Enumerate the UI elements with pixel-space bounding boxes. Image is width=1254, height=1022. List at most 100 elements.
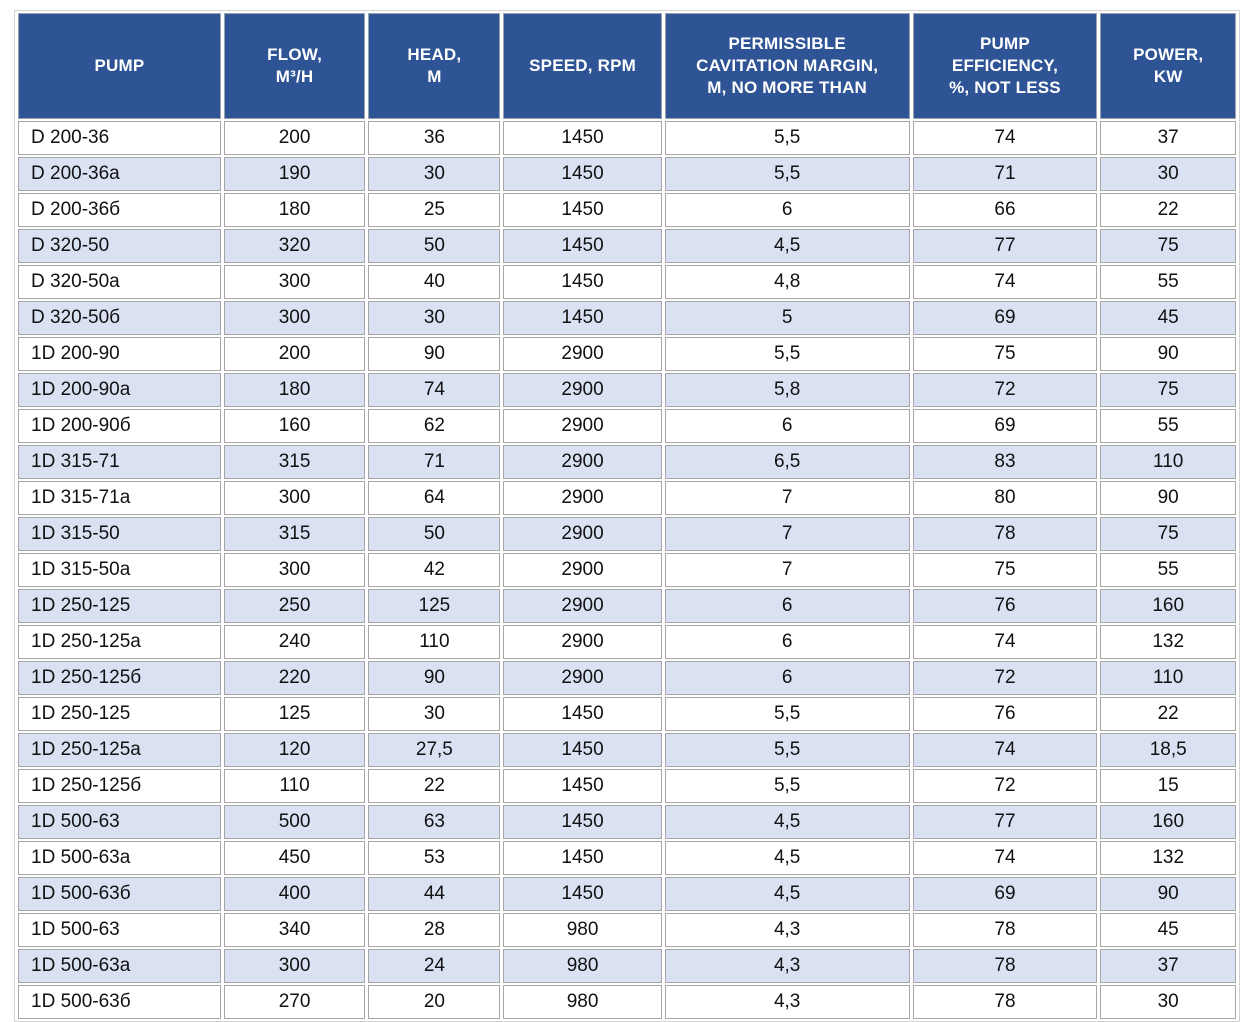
speed-cell: 2900 — [503, 445, 662, 479]
flow-cell: 300 — [223, 553, 366, 587]
speed-cell: 2900 — [503, 337, 662, 371]
head-cell: 36 — [368, 121, 501, 155]
cavitation-cell: 4,5 — [664, 805, 910, 839]
table-row: D 200-36a 190 30 1450 5,5 71 30 — [18, 157, 1236, 191]
table-row: 1D 500-63б 270 20 980 4,3 78 30 — [18, 985, 1236, 1019]
flow-cell: 300 — [223, 301, 366, 335]
speed-cell: 1450 — [503, 193, 662, 227]
pump-cell: D 320-50б — [18, 301, 221, 335]
flow-cell: 250 — [223, 589, 366, 623]
pump-cell: 1D 200-90 — [18, 337, 221, 371]
column-header-line: CAVITATION MARGIN, — [696, 56, 879, 76]
power-cell: 55 — [1100, 265, 1236, 299]
table-row: 1D 315-50 315 50 2900 7 78 75 — [18, 517, 1236, 551]
efficiency-cell: 72 — [912, 769, 1098, 803]
efficiency-cell: 74 — [912, 121, 1098, 155]
column-header-power: POWER, KW — [1100, 13, 1236, 119]
speed-cell: 1450 — [503, 877, 662, 911]
flow-cell: 400 — [223, 877, 366, 911]
pump-cell: 1D 500-63 — [18, 805, 221, 839]
table-body: D 200-36 200 36 1450 5,5 74 37 D 200-36a 190 30 14… — [18, 121, 1236, 1019]
speed-cell: 1450 — [503, 265, 662, 299]
efficiency-cell: 75 — [912, 337, 1098, 371]
efficiency-cell: 78 — [912, 985, 1098, 1019]
flow-cell: 300 — [223, 949, 366, 983]
efficiency-cell: 83 — [912, 445, 1098, 479]
head-cell: 63 — [368, 805, 501, 839]
column-header-efficiency: PUMP EFFICIENCY,%, NOT LESS — [912, 13, 1098, 119]
cavitation-cell: 4,5 — [664, 229, 910, 263]
flow-cell: 110 — [223, 769, 366, 803]
flow-cell: 220 — [223, 661, 366, 695]
efficiency-cell: 69 — [912, 301, 1098, 335]
flow-cell: 125 — [223, 697, 366, 731]
table-row: 1D 500-63a 300 24 980 4,3 78 37 — [18, 949, 1236, 983]
power-cell: 90 — [1100, 481, 1236, 515]
pump-cell: D 320-50a — [18, 265, 221, 299]
column-header-line: KW — [1153, 67, 1183, 86]
table-row: 1D 200-90 200 90 2900 5,5 75 90 — [18, 337, 1236, 371]
pump-cell: 1D 315-50 — [18, 517, 221, 551]
pump-cell: D 320-50 — [18, 229, 221, 263]
flow-cell: 340 — [223, 913, 366, 947]
power-cell: 160 — [1100, 805, 1236, 839]
pump-cell: 1D 200-90a — [18, 373, 221, 407]
table-row: 1D 500-63 500 63 1450 4,5 77 160 — [18, 805, 1236, 839]
head-cell: 62 — [368, 409, 501, 443]
power-cell: 160 — [1100, 589, 1236, 623]
flow-cell: 200 — [223, 121, 366, 155]
efficiency-cell: 76 — [912, 697, 1098, 731]
pump-cell: 1D 315-71 — [18, 445, 221, 479]
flow-cell: 500 — [223, 805, 366, 839]
efficiency-cell: 77 — [912, 229, 1098, 263]
efficiency-cell: 78 — [912, 949, 1098, 983]
flow-cell: 180 — [223, 373, 366, 407]
cavitation-cell: 6 — [664, 661, 910, 695]
head-cell: 30 — [368, 301, 501, 335]
power-cell: 15 — [1100, 769, 1236, 803]
pump-cell: 1D 250-125б — [18, 769, 221, 803]
table-row: 1D 250-125a 120 27,5 1450 5,5 74 18,5 — [18, 733, 1236, 767]
efficiency-cell: 66 — [912, 193, 1098, 227]
speed-cell: 1450 — [503, 769, 662, 803]
speed-cell: 1450 — [503, 157, 662, 191]
efficiency-cell: 72 — [912, 661, 1098, 695]
power-cell: 55 — [1100, 409, 1236, 443]
speed-cell: 2900 — [503, 553, 662, 587]
head-cell: 30 — [368, 157, 501, 191]
speed-cell: 1450 — [503, 841, 662, 875]
cavitation-cell: 5,5 — [664, 697, 910, 731]
efficiency-cell: 71 — [912, 157, 1098, 191]
column-header-line: PERMISSIBLE — [728, 34, 846, 54]
head-cell: 50 — [368, 229, 501, 263]
pump-cell: 1D 250-125a — [18, 733, 221, 767]
column-header-line: EFFICIENCY, — [951, 56, 1059, 76]
column-header-head: HEAD, M — [368, 13, 501, 119]
efficiency-cell: 74 — [912, 625, 1098, 659]
efficiency-cell: 80 — [912, 481, 1098, 515]
column-header-line: PUMP — [94, 56, 145, 76]
pump-cell: 1D 500-63a — [18, 841, 221, 875]
head-cell: 22 — [368, 769, 501, 803]
power-cell: 30 — [1100, 157, 1236, 191]
speed-cell: 1450 — [503, 697, 662, 731]
flow-cell: 190 — [223, 157, 366, 191]
cavitation-cell: 7 — [664, 481, 910, 515]
pump-cell: 1D 250-125 — [18, 589, 221, 623]
table-row: 1D 315-50a 300 42 2900 7 75 55 — [18, 553, 1236, 587]
cavitation-cell: 4,5 — [664, 841, 910, 875]
table-row: 1D 250-125 125 30 1450 5,5 76 22 — [18, 697, 1236, 731]
column-header-line: PUMP — [980, 34, 1030, 54]
table-row: 1D 250-125a 240 110 2900 6 74 132 — [18, 625, 1236, 659]
cavitation-cell: 6 — [664, 589, 910, 623]
flow-cell: 300 — [223, 481, 366, 515]
speed-cell: 1450 — [503, 229, 662, 263]
pump-cell: 1D 500-63 — [18, 913, 221, 947]
head-cell: 44 — [368, 877, 501, 911]
cavitation-cell: 5,5 — [664, 337, 910, 371]
table-row: 1D 315-71 315 71 2900 6,5 83 110 — [18, 445, 1236, 479]
table-row: 1D 500-63 340 28 980 4,3 78 45 — [18, 913, 1236, 947]
efficiency-cell: 74 — [912, 265, 1098, 299]
flow-cell: 160 — [223, 409, 366, 443]
column-header-flow: FLOW, M³/H — [223, 13, 366, 119]
